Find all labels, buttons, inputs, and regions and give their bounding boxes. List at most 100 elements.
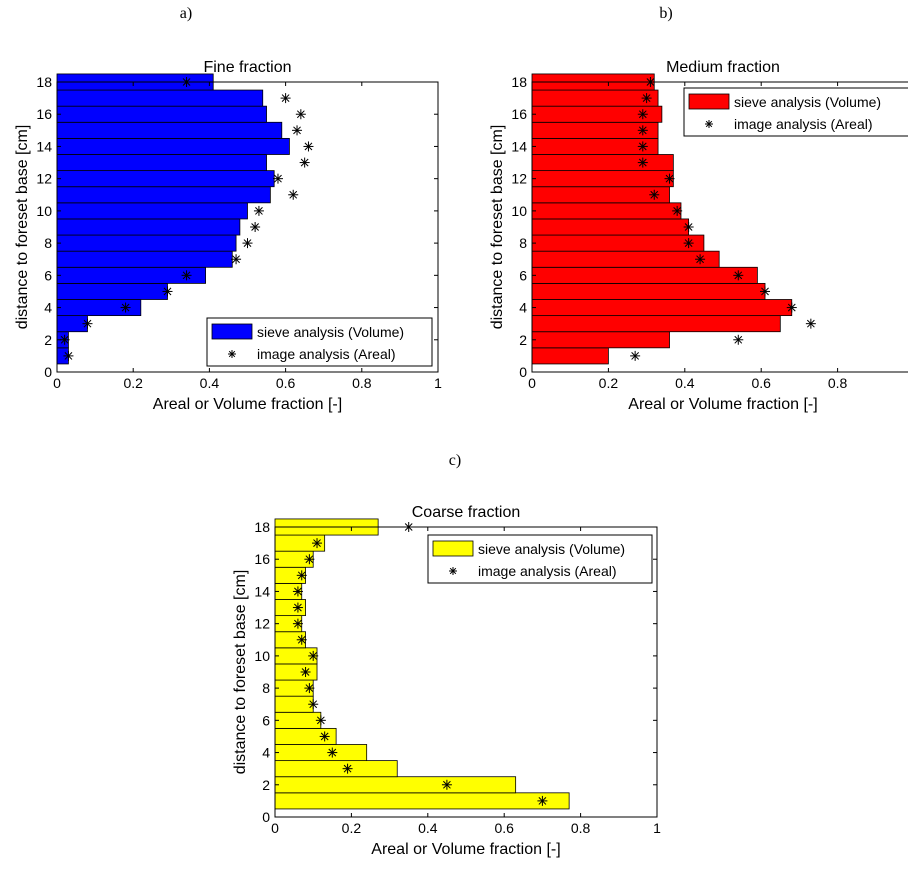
data-point bbox=[733, 270, 744, 281]
x-tick-label: 1 bbox=[434, 375, 442, 391]
marker-stroke bbox=[243, 239, 252, 248]
marker-stroke bbox=[734, 335, 743, 344]
panel-label: a) bbox=[180, 5, 192, 22]
legend-marker bbox=[705, 120, 713, 128]
legend-label: sieve analysis (Volume) bbox=[734, 94, 881, 110]
x-tick-label: 0.8 bbox=[352, 375, 372, 391]
bar bbox=[531, 218, 690, 236]
y-tick-label: 14 bbox=[36, 138, 52, 154]
x-tick-label: 0.6 bbox=[276, 375, 296, 391]
data-point bbox=[637, 141, 648, 152]
bar bbox=[56, 137, 290, 155]
bar bbox=[56, 218, 241, 236]
data-point bbox=[308, 699, 319, 710]
data-point bbox=[641, 93, 652, 104]
legend-swatch bbox=[432, 540, 474, 557]
marker-stroke bbox=[304, 142, 313, 151]
bar bbox=[274, 744, 368, 762]
y-tick-label: 2 bbox=[519, 332, 527, 348]
chart-panel: c) 0 2 4 6 8 10 12 14 16 18 0 0.2 0.4 0.6 0.8 1 Coarse fr… bbox=[232, 452, 661, 858]
marker-stroke bbox=[642, 94, 651, 103]
data-point bbox=[181, 270, 192, 281]
data-point bbox=[304, 554, 315, 565]
legend-label: image analysis (Areal) bbox=[478, 563, 617, 579]
y-tick-label: 0 bbox=[44, 364, 52, 380]
bar bbox=[531, 202, 682, 220]
marker-stroke bbox=[296, 110, 305, 119]
bar bbox=[274, 711, 322, 729]
data-point bbox=[672, 205, 683, 216]
bar bbox=[56, 250, 233, 268]
y-tick-label: 18 bbox=[511, 74, 527, 90]
marker-stroke bbox=[638, 126, 647, 135]
bar bbox=[56, 202, 248, 220]
data-point bbox=[250, 222, 261, 232]
axes-frame bbox=[56, 81, 439, 373]
data-point bbox=[304, 683, 315, 694]
marker-stroke bbox=[665, 174, 674, 183]
bar bbox=[56, 89, 264, 107]
data-point bbox=[342, 763, 353, 774]
bar bbox=[274, 663, 318, 681]
data-point bbox=[299, 157, 310, 168]
bar bbox=[274, 776, 517, 794]
data-point bbox=[288, 189, 299, 200]
marker-stroke bbox=[309, 651, 318, 660]
marker-stroke bbox=[232, 255, 240, 264]
marker-stroke bbox=[343, 764, 352, 773]
bar bbox=[56, 154, 267, 172]
y-tick-label: 6 bbox=[262, 712, 270, 728]
y-tick-label: 16 bbox=[254, 551, 270, 567]
marker-stroke bbox=[684, 239, 693, 248]
marker-stroke bbox=[294, 603, 302, 612]
bar bbox=[56, 186, 271, 204]
x-axis-label: Areal or Volume fraction [-] bbox=[628, 396, 817, 413]
x-tick-label: 1 bbox=[653, 820, 661, 836]
data-point bbox=[637, 109, 648, 120]
chart-title: Fine fraction bbox=[203, 59, 291, 76]
data-point bbox=[59, 334, 70, 345]
y-tick-label: 10 bbox=[511, 203, 527, 219]
marker-stroke bbox=[251, 223, 260, 231]
data-point bbox=[695, 254, 706, 265]
data-point bbox=[303, 141, 314, 152]
y-axis-label: distance to foreset base [cm] bbox=[14, 125, 31, 330]
marker-stroke bbox=[294, 619, 302, 628]
x-tick-label: 0.4 bbox=[200, 375, 220, 391]
data-point bbox=[300, 667, 311, 677]
bar bbox=[531, 315, 781, 333]
y-tick-label: 10 bbox=[36, 203, 52, 219]
y-tick-label: 16 bbox=[511, 106, 527, 122]
data-point bbox=[683, 222, 694, 232]
y-tick-label: 18 bbox=[254, 519, 270, 535]
bar bbox=[56, 170, 275, 188]
y-axis-label: distance to foreset base [cm] bbox=[232, 570, 249, 775]
y-tick-label: 2 bbox=[262, 777, 270, 793]
x-tick-label: 0 bbox=[271, 820, 279, 836]
marker-stroke bbox=[301, 668, 310, 676]
y-tick-label: 0 bbox=[519, 364, 527, 380]
data-point bbox=[162, 286, 173, 297]
y-tick-label: 14 bbox=[511, 138, 527, 154]
x-tick-label: 0 bbox=[53, 375, 61, 391]
marker-stroke bbox=[328, 748, 337, 757]
y-axis-label: distance to foreset base [cm] bbox=[489, 125, 506, 330]
y-tick-label: 4 bbox=[44, 300, 52, 316]
bar bbox=[531, 282, 766, 300]
marker-stroke bbox=[309, 700, 318, 709]
marker-stroke bbox=[443, 780, 451, 789]
data-point bbox=[308, 650, 319, 661]
legend-label: sieve analysis (Volume) bbox=[257, 324, 404, 340]
bar bbox=[531, 266, 758, 284]
bar bbox=[531, 250, 720, 268]
data-point bbox=[231, 254, 242, 265]
x-axis-label: Areal or Volume fraction [-] bbox=[371, 841, 560, 858]
y-tick-label: 18 bbox=[36, 74, 52, 90]
data-point bbox=[319, 731, 330, 742]
marker-stroke bbox=[650, 190, 659, 199]
marker-stroke bbox=[163, 287, 172, 296]
legend: sieve analysis (Volume) image analysis (A… bbox=[206, 317, 433, 367]
marker-stroke bbox=[538, 796, 547, 805]
data-point bbox=[295, 109, 306, 120]
marker-stroke bbox=[293, 126, 301, 135]
